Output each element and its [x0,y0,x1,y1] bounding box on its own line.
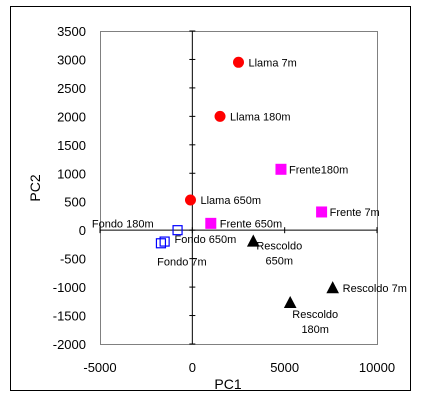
y-tick-label: 3500 [57,24,86,39]
y-axis-title: PC2 [27,174,43,201]
x-tick-label: 5000 [270,360,299,375]
data-point-label: Fondo 650m [175,234,237,246]
y-tick-label: 0 [79,223,86,238]
y-tick-label: 1500 [57,138,86,153]
x-tick-label: 0 [189,360,196,375]
y-tick-label: 3000 [57,52,86,67]
y-tick-label: -500 [60,252,86,267]
plot-area [100,31,378,345]
data-point-label: Llama 650m [200,195,261,207]
data-point-marker [246,234,260,247]
data-point-marker [184,194,196,206]
figure-border [10,6,411,391]
data-point-marker [155,238,167,249]
y-tick-label: 2000 [57,109,86,124]
data-point-marker [172,225,183,236]
data-point-label: Llama 180m [230,111,291,123]
data-point-label: Rescoldo [256,241,302,253]
data-point-marker [316,206,328,218]
data-point-label: Llama 7m [249,57,297,69]
data-points [155,56,340,309]
data-point-marker [233,56,244,68]
data-point-marker [275,163,287,175]
y-axis-ticks: -2000 -1500 -1000 -500 0 500 1000 1500 2000 2500 3… [53,24,196,352]
data-point-label: Frente 7m [330,207,380,219]
x-tick-label: 10000 [359,360,395,375]
x-axis-title: PC1 [214,376,241,392]
y-tick-label: 1000 [57,166,86,181]
data-point-label: Fondo 180m [92,219,154,231]
data-point-marker [283,295,297,309]
data-point-label: Rescoldo 7m [343,283,407,295]
data-point-label: 650m [266,256,294,268]
y-tick-label: -1000 [53,280,86,295]
x-axis-ticks: -5000 0 5000 10000 [83,227,395,375]
data-point-marker [205,217,217,229]
data-point-labels: Llama 7m Llama 180m Llama 650m Frente180m Fr… [92,57,407,336]
y-tick-label: 500 [64,195,86,210]
data-point-marker [159,236,170,247]
data-point-marker [326,281,340,294]
data-point-marker [214,110,226,122]
data-point-label: Fondo 7m [157,256,207,268]
data-point-label: 180m [301,324,329,336]
y-tick-label: -2000 [53,337,86,352]
x-tick-label: -5000 [83,360,116,375]
data-point-label: Rescoldo [292,309,338,321]
y-tick-label: -1500 [53,309,86,324]
data-point-label: Frente 650m [220,218,282,230]
y-tick-label: 2500 [57,81,86,96]
zero-lines [100,31,377,344]
data-point-label: Frente180m [289,164,348,176]
